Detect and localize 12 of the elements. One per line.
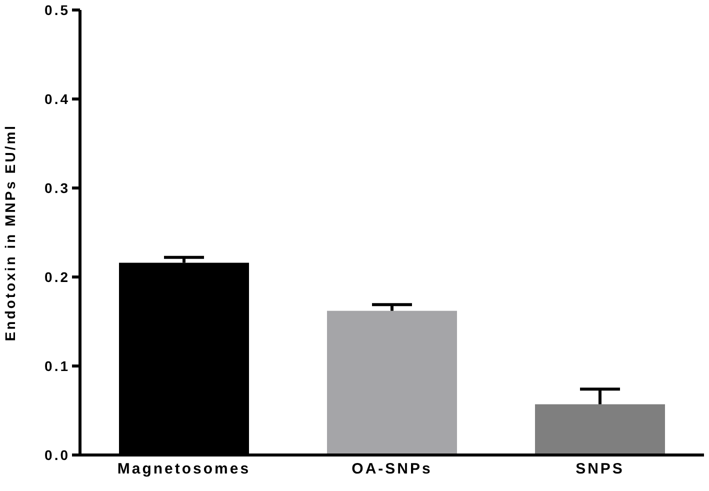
y-tick-label: 0.2 [44, 268, 70, 285]
bar [535, 404, 665, 455]
x-tick-label: SNPS [576, 460, 624, 478]
y-tick-label: 0.0 [44, 446, 70, 463]
y-tick-label: 0.4 [44, 90, 70, 107]
y-tick-label: 0.5 [44, 2, 70, 18]
bar [327, 310, 457, 455]
x-tick-label: OA-SNPs [352, 460, 432, 478]
y-tick-label: 0.1 [44, 358, 70, 374]
y-tick-label: 0.3 [44, 180, 70, 196]
x-tick-label: Magnetosomes [117, 460, 251, 478]
y-axis-title: Endotoxin in MNPs EU/ml [2, 124, 18, 342]
